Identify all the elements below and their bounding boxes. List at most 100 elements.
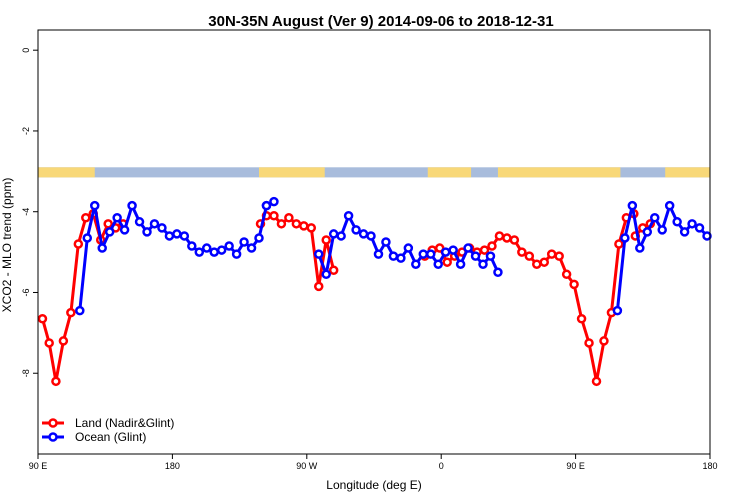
legend-swatch-marker xyxy=(48,432,58,442)
data-point xyxy=(276,219,287,229)
data-point xyxy=(328,265,339,276)
data-point xyxy=(75,305,85,316)
data-point xyxy=(194,247,205,257)
data-point xyxy=(134,217,145,227)
data-point xyxy=(299,221,309,231)
plot-area xyxy=(37,167,712,387)
data-point xyxy=(584,338,594,348)
x-tick-label: 90 W xyxy=(296,461,318,471)
chart-title: 30N-35N August (Ver 9) 2014-09-06 to 201… xyxy=(208,13,553,30)
data-point xyxy=(44,338,54,348)
data-point xyxy=(201,243,212,253)
y-tick-label: -4 xyxy=(21,208,31,216)
data-point xyxy=(269,196,279,207)
data-point xyxy=(425,249,436,259)
data-point xyxy=(358,229,369,239)
data-point xyxy=(561,269,572,280)
data-point xyxy=(89,200,100,211)
y-tick-label: -6 xyxy=(21,288,31,296)
legend-label: Land (Nadir&Glint) xyxy=(75,416,174,430)
data-point xyxy=(179,231,190,241)
data-point xyxy=(591,376,602,387)
data-point xyxy=(433,259,443,269)
data-point xyxy=(336,231,346,241)
data-point xyxy=(635,243,645,253)
data-point xyxy=(620,233,630,243)
data-point xyxy=(119,225,130,235)
x-tick-label: 0 xyxy=(439,461,444,471)
data-point xyxy=(127,200,137,211)
data-point xyxy=(418,249,429,259)
plot-frame xyxy=(37,29,711,455)
land-band-segment xyxy=(665,167,710,178)
data-point xyxy=(702,231,712,241)
data-point xyxy=(627,200,638,211)
x-tick-label: 90 E xyxy=(566,461,585,471)
data-point xyxy=(517,247,527,257)
data-point xyxy=(246,243,257,253)
land-band-segment xyxy=(38,167,95,178)
y-tick-label: 0 xyxy=(21,48,31,53)
data-point xyxy=(321,235,331,245)
y-tick-label: -8 xyxy=(21,369,31,377)
y-axis: 0 -2 -4 -6 -8 xyxy=(21,48,38,377)
data-point xyxy=(112,213,122,223)
data-point xyxy=(209,247,219,257)
data-point xyxy=(343,211,354,221)
data-point xyxy=(493,267,503,278)
x-tick-label: 180 xyxy=(165,461,180,471)
data-point xyxy=(231,249,242,259)
data-point xyxy=(614,239,624,249)
x-axis: 90 E 180 90 W 0 90 E 180 xyxy=(29,454,718,471)
data-point xyxy=(672,217,682,227)
data-point xyxy=(82,233,93,243)
data-point xyxy=(254,233,264,243)
data-point xyxy=(539,257,549,267)
ocean-band xyxy=(38,167,710,178)
data-point xyxy=(524,251,535,261)
land-band-segment xyxy=(497,167,621,178)
data-point xyxy=(687,219,697,229)
data-point xyxy=(411,259,421,269)
land-band-segment xyxy=(259,167,325,178)
data-point xyxy=(509,235,520,245)
data-point xyxy=(440,247,451,257)
data-point xyxy=(328,229,339,239)
land-band-segment xyxy=(427,167,472,178)
data-point xyxy=(448,245,458,255)
data-point xyxy=(351,225,361,235)
data-point xyxy=(66,307,76,318)
data-point xyxy=(97,243,107,253)
data-point xyxy=(103,219,113,229)
data-point xyxy=(649,213,660,223)
data-point xyxy=(51,376,61,387)
data-point xyxy=(576,313,587,324)
data-point xyxy=(216,245,227,255)
data-point xyxy=(313,281,324,292)
data-point xyxy=(455,259,466,269)
data-point xyxy=(599,336,609,346)
x-tick-label: 90 E xyxy=(29,461,48,471)
data-point xyxy=(157,223,167,233)
data-point xyxy=(306,223,317,233)
data-point xyxy=(679,227,690,237)
data-point xyxy=(664,200,675,211)
data-point xyxy=(37,313,48,324)
data-point xyxy=(73,239,84,249)
data-point xyxy=(470,251,481,261)
data-point xyxy=(239,237,249,247)
data-point xyxy=(463,243,473,253)
legend-label: Ocean (Glint) xyxy=(75,430,146,444)
data-point xyxy=(479,245,490,255)
x-tick-label: 180 xyxy=(702,461,717,471)
data-point xyxy=(321,269,331,280)
data-point xyxy=(554,251,564,261)
data-point xyxy=(261,200,272,211)
data-point xyxy=(142,227,152,237)
data-point xyxy=(313,249,324,259)
data-point xyxy=(58,336,69,346)
data-point xyxy=(502,233,512,243)
data-point xyxy=(478,259,488,269)
data-point xyxy=(366,231,376,241)
